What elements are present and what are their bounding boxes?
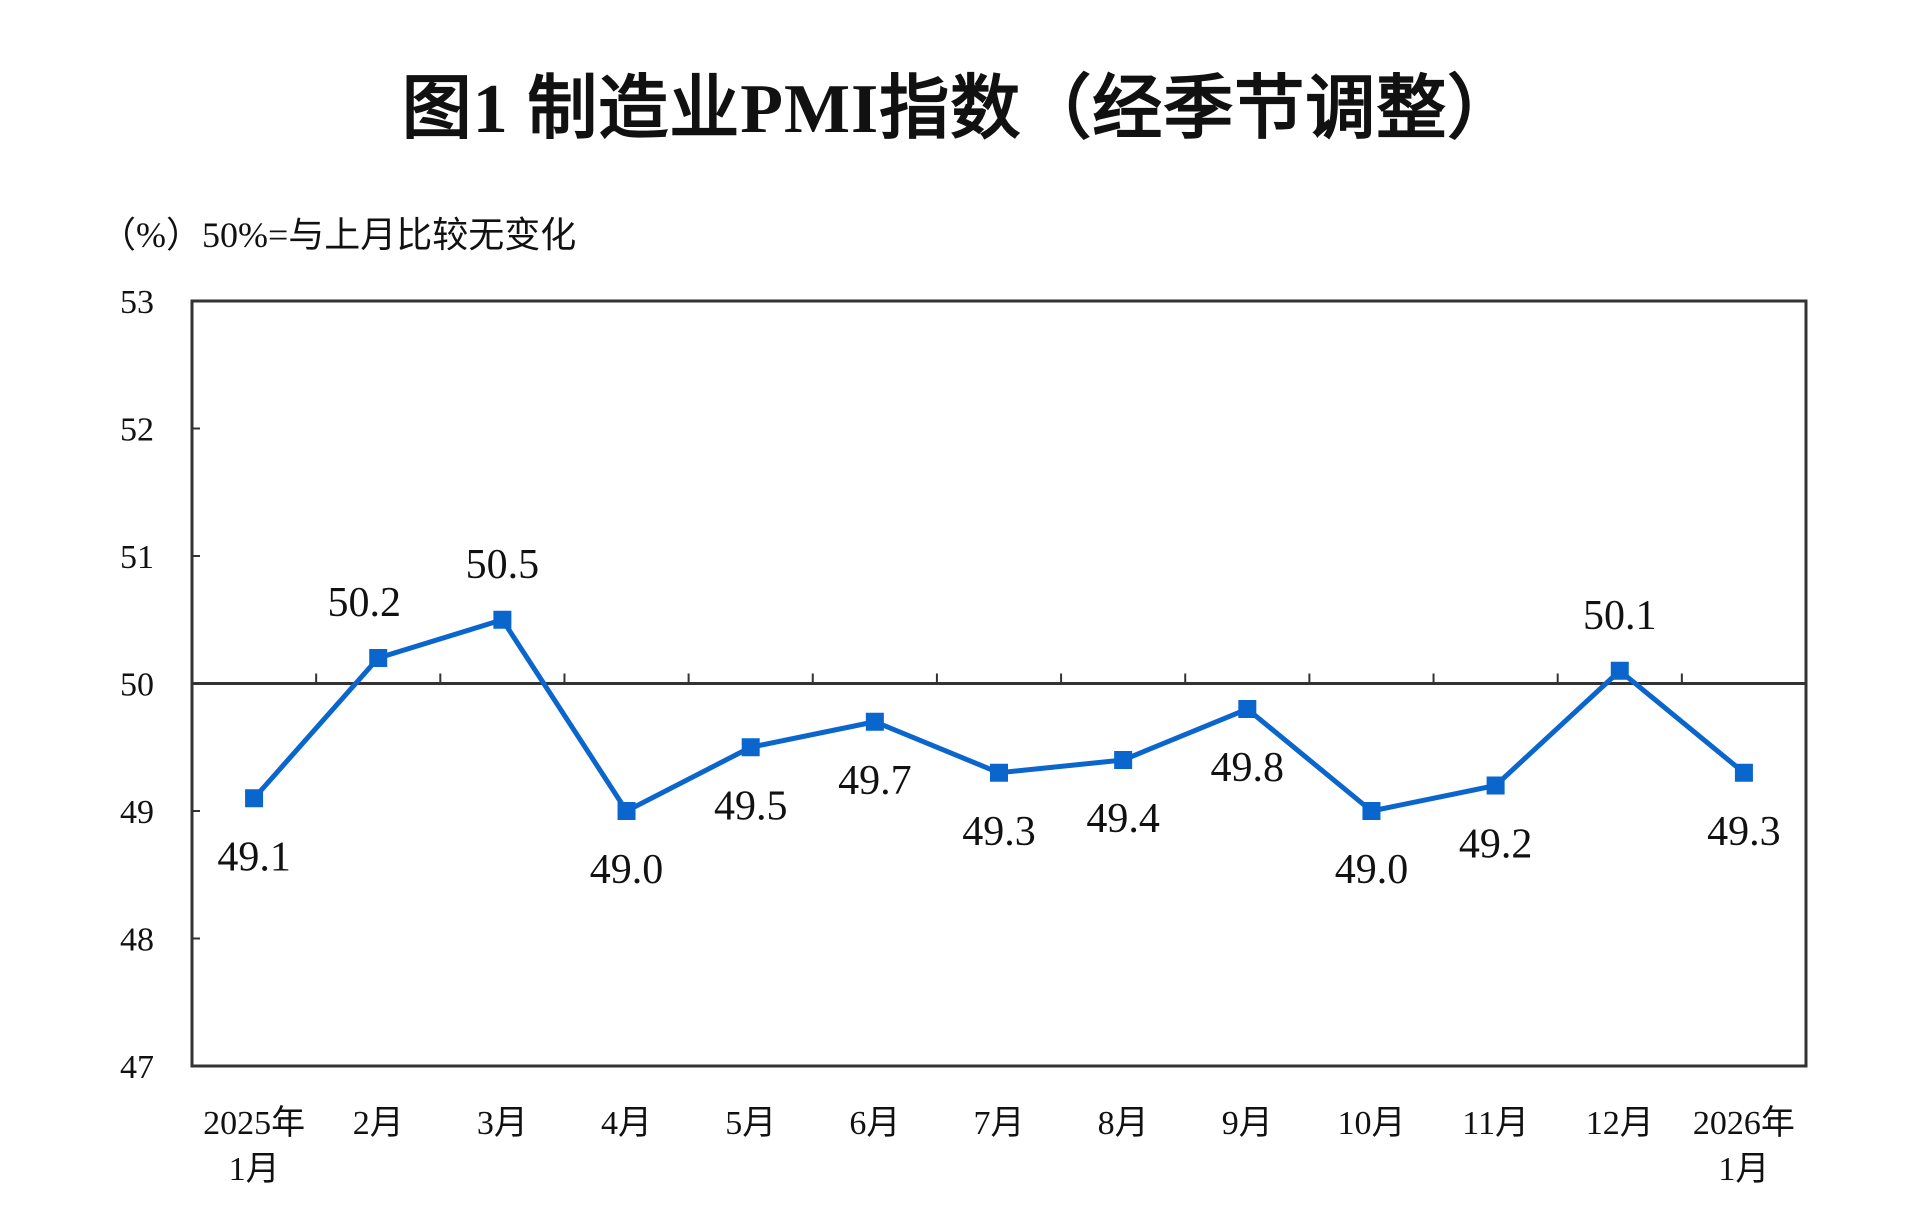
y-tick-label: 49 [120, 794, 154, 831]
data-label: 50.5 [466, 542, 540, 588]
data-point-marker [1486, 776, 1505, 795]
y-tick-label: 50 [120, 667, 154, 704]
data-label: 49.4 [1086, 796, 1160, 842]
data-point-marker [1114, 751, 1133, 769]
x-tick-label: 12月 [1586, 1105, 1654, 1142]
x-tick-label: 2026年 [1693, 1104, 1795, 1142]
data-point-marker [741, 738, 760, 757]
y-tick-label: 51 [120, 539, 154, 576]
data-label: 50.1 [1583, 593, 1657, 639]
x-tick-label: 2月 [353, 1105, 404, 1142]
data-label: 49.7 [838, 758, 912, 804]
data-point-marker [1734, 763, 1753, 782]
x-tick-label: 11月 [1462, 1105, 1529, 1142]
data-label: 50.2 [327, 580, 401, 626]
data-label: 49.3 [962, 809, 1036, 855]
y-tick-label: 53 [120, 284, 154, 321]
data-point-marker [369, 649, 388, 667]
data-label: 49.0 [1335, 847, 1409, 893]
data-point-marker [617, 802, 636, 820]
y-tick-label: 52 [120, 412, 154, 449]
x-tick-label: 3月 [477, 1105, 528, 1142]
x-tick-label: 7月 [974, 1105, 1025, 1142]
data-label: 49.0 [590, 847, 664, 893]
x-tick-label: 5月 [725, 1105, 776, 1142]
x-tick-label: 2025年 [203, 1104, 305, 1142]
y-tick-label: 47 [120, 1049, 154, 1086]
x-tick-label: 8月 [1098, 1105, 1149, 1142]
x-tick-label: 9月 [1222, 1105, 1273, 1142]
data-point-marker [990, 763, 1008, 782]
y-axis-label: （%）50%=与上月比较无变化 [100, 215, 577, 255]
data-label: 49.1 [217, 834, 291, 880]
data-point-marker [1362, 802, 1381, 820]
data-label: 49.5 [714, 783, 788, 829]
data-label: 49.8 [1211, 745, 1285, 791]
data-point-marker [493, 610, 512, 629]
data-label: 49.3 [1707, 809, 1781, 855]
data-label: 49.2 [1459, 822, 1533, 868]
chart-title: 图1 制造业PMI指数（经季节调整） [401, 71, 1519, 148]
data-point-marker [865, 712, 884, 731]
x-tick-label: 4月 [601, 1105, 652, 1142]
y-tick-label: 48 [120, 922, 154, 959]
data-point-marker [1610, 661, 1629, 680]
x-tick-label: 6月 [849, 1105, 900, 1142]
x-tick-label: 1月 [229, 1151, 280, 1188]
series-line [252, 617, 1746, 814]
x-tick-label: 10月 [1337, 1105, 1405, 1142]
x-tick-label: 1月 [1718, 1151, 1769, 1188]
data-point-marker [245, 789, 264, 808]
data-point-marker [1238, 700, 1257, 718]
